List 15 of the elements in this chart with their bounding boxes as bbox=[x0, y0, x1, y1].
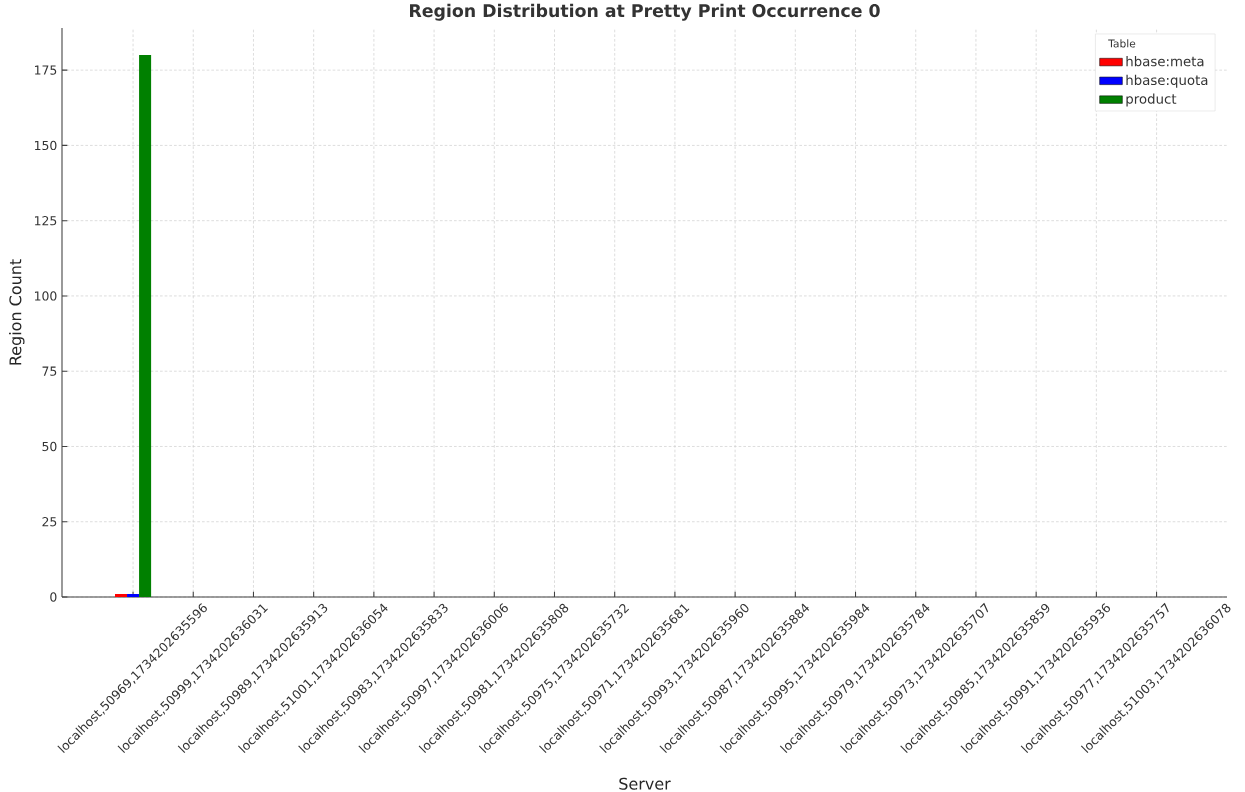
y-tick-label: 125 bbox=[34, 215, 57, 226]
chart-title: Region Distribution at Pretty Print Occurrence 0 bbox=[410, 3, 880, 21]
legend-label: hbase:quota bbox=[1126, 74, 1208, 88]
y-tick-label: 0 bbox=[50, 592, 57, 602]
x-axis-title: Server bbox=[619, 777, 671, 790]
y-tick-label: 175 bbox=[34, 65, 57, 75]
y-axis-title: Region Count bbox=[9, 259, 25, 365]
y-tick-label: 150 bbox=[34, 140, 57, 151]
y-tick-label: 50 bbox=[42, 441, 57, 452]
legend-label: product bbox=[1126, 93, 1177, 107]
y-tick-label: 25 bbox=[42, 517, 57, 527]
legend-title: Table bbox=[1108, 39, 1136, 48]
y-tick-label: 100 bbox=[34, 291, 57, 301]
y-tick-label: 75 bbox=[42, 366, 57, 376]
legend-label: hbase:meta bbox=[1126, 56, 1204, 67]
